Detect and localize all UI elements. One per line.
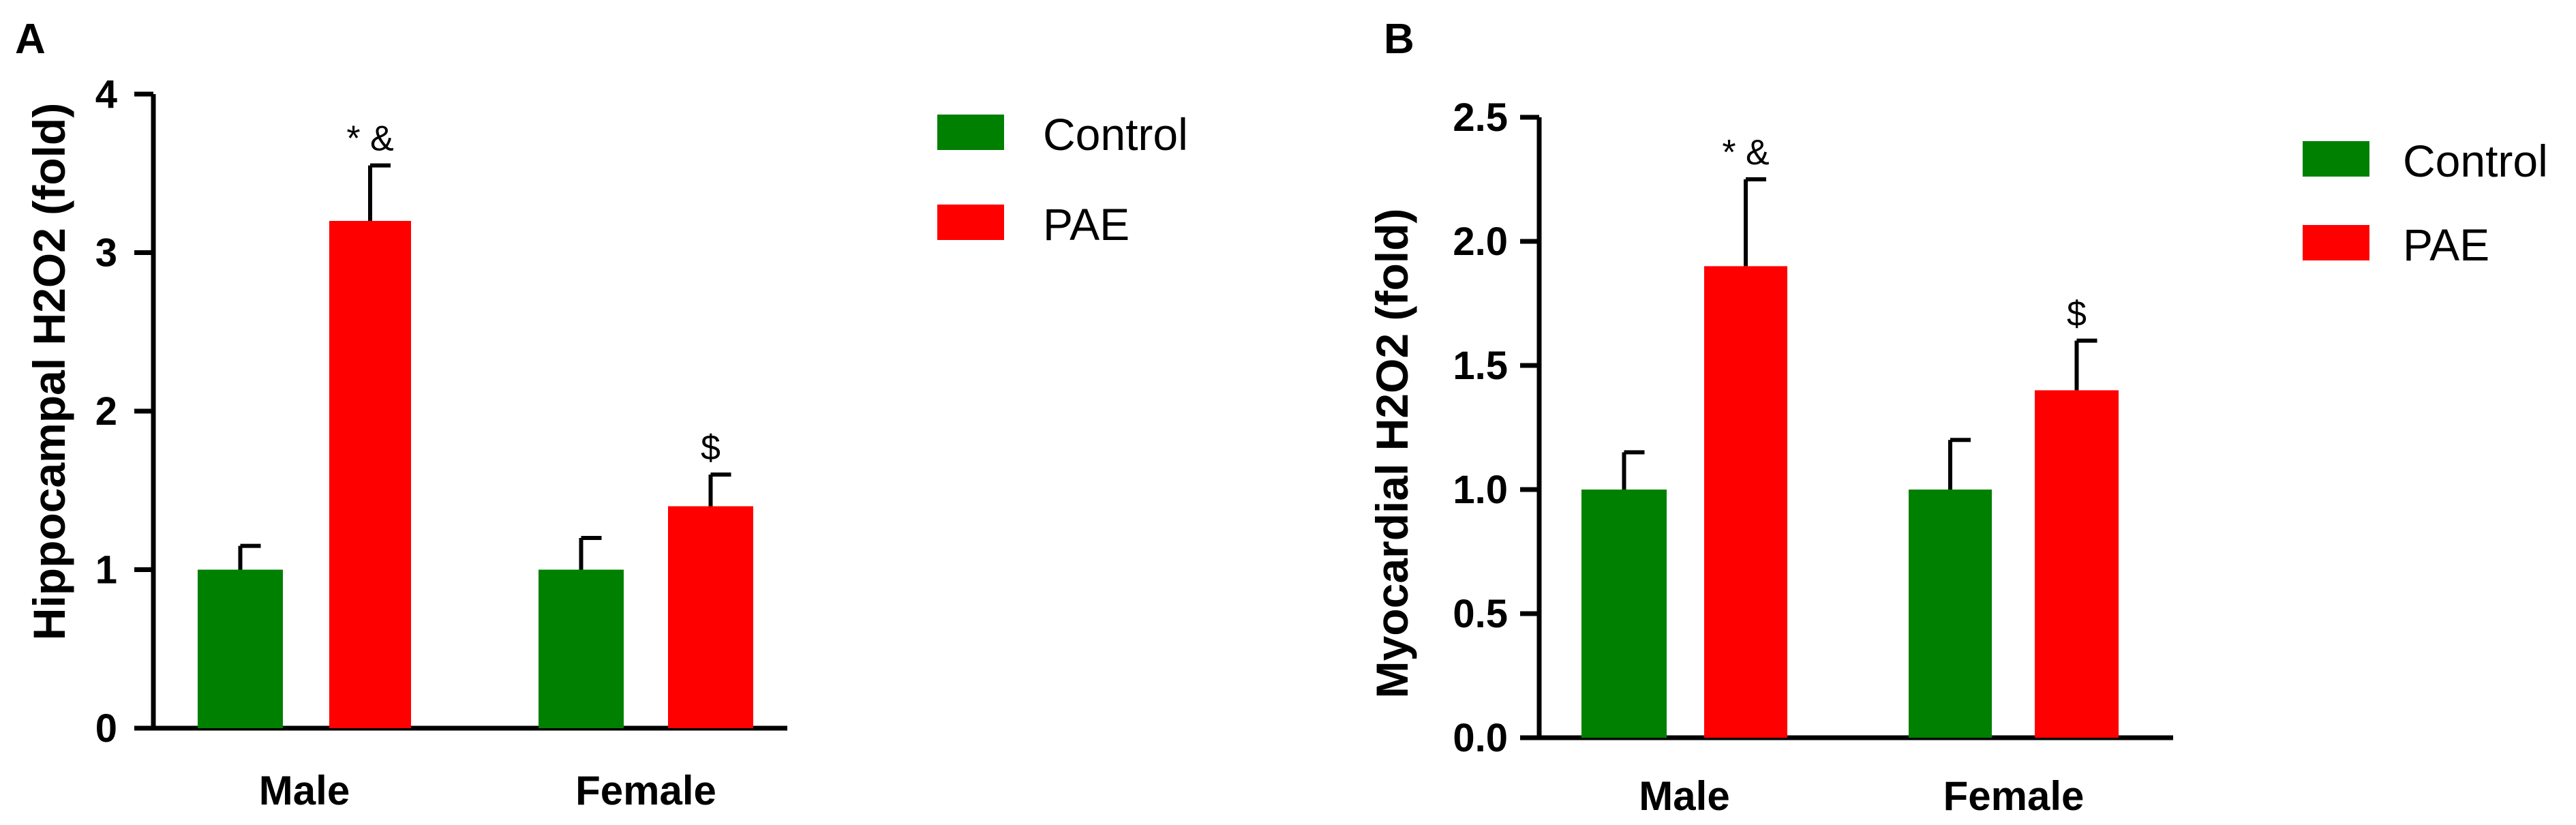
legend-label-pae-b: PAE (2403, 220, 2489, 270)
legend-a: Control PAE (937, 109, 1188, 250)
category-label-male-a: Male (259, 768, 350, 813)
panel-letter-b: B (1384, 16, 1414, 63)
y-tick-label-b: 2.5 (1453, 95, 1508, 140)
y-tick-label-b: 1.5 (1453, 344, 1508, 388)
category-label-male-b: Male (1639, 773, 1729, 819)
bar-control-female-b (1909, 490, 1992, 738)
significance-marker-female-a: $ (701, 428, 721, 468)
legend-swatch-pae-a (937, 205, 1004, 240)
legend-swatch-control-a (937, 115, 1004, 150)
y-tick-label-b: 0.0 (1453, 716, 1508, 760)
legend-label-control-b: Control (2403, 136, 2548, 186)
plot-area-b: 0.0 0.5 1.0 1.5 2.0 2.5 * & Male $ Female (1453, 95, 2173, 819)
panel-a: A Hippocampal H2O2 (fold) 0 1 2 3 4 * & Male $ F… (15, 16, 1188, 813)
bar-control-male-a (198, 569, 283, 728)
panel-b: B Myocardial H2O2 (fold) 0.0 0.5 1.0 1.5 2.0… (1367, 16, 2548, 819)
legend-label-pae-a: PAE (1043, 199, 1130, 250)
significance-marker-male-a: * & (346, 119, 393, 159)
y-tick-label-b: 1.0 (1453, 468, 1508, 512)
significance-marker-female-b: $ (2067, 295, 2087, 334)
y-tick-label-b: 2.0 (1453, 220, 1508, 264)
bar-control-female-a (539, 569, 624, 728)
legend-label-control-a: Control (1043, 109, 1188, 160)
significance-marker-male-b: * & (1722, 133, 1769, 172)
y-tick-label-b: 0.5 (1453, 592, 1508, 636)
legend-b: Control PAE (2303, 136, 2548, 270)
legend-swatch-pae-b (2303, 225, 2369, 260)
y-axis-label-a: Hippocampal H2O2 (fold) (24, 103, 74, 640)
plot-area-a: 0 1 2 3 4 * & Male $ Female (95, 72, 787, 813)
legend-swatch-control-b (2303, 141, 2369, 177)
bar-pae-male-a (329, 221, 411, 728)
y-tick-label-a: 0 (95, 706, 117, 751)
bar-pae-female-a (668, 506, 753, 728)
category-label-female-b: Female (1943, 773, 2085, 819)
category-label-female-a: Female (575, 768, 716, 813)
panel-letter-a: A (15, 16, 46, 63)
y-tick-label-a: 2 (95, 389, 117, 434)
bar-control-male-b (1581, 490, 1667, 738)
y-tick-label-a: 3 (95, 231, 117, 275)
y-tick-label-a: 1 (95, 548, 117, 592)
y-axis-label-b: Myocardial H2O2 (fold) (1367, 209, 1417, 699)
y-tick-label-a: 4 (95, 72, 117, 117)
bar-pae-female-b (2035, 390, 2119, 738)
bar-pae-male-b (1704, 266, 1787, 738)
